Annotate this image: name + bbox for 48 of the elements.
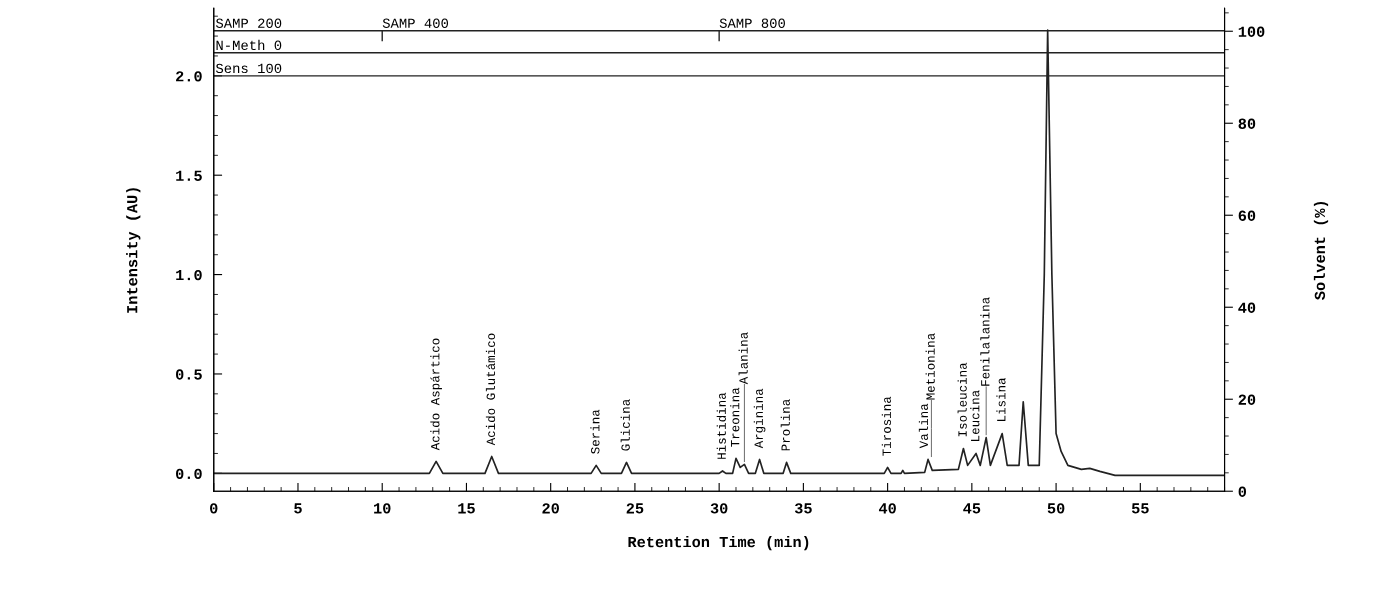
x-tick-label: 5 bbox=[294, 503, 302, 514]
annotation: Isoleucina bbox=[957, 362, 967, 437]
x-tick-label: 20 bbox=[542, 503, 559, 514]
annotation: Acido Glutámico bbox=[485, 333, 496, 446]
annotation: Valina bbox=[918, 403, 929, 449]
x-tick-label: 50 bbox=[1047, 503, 1065, 514]
y2-tick-label: 40 bbox=[1238, 302, 1256, 313]
annotation: Arginina bbox=[753, 388, 766, 449]
x-tick-label: 45 bbox=[963, 503, 981, 514]
y-tick-label: 0.0 bbox=[176, 468, 202, 480]
annotation: Fenilalanina bbox=[980, 297, 990, 386]
annotation: Leucina bbox=[970, 390, 980, 441]
annotation: Tirosina bbox=[881, 396, 891, 456]
annotation: SAMP 400 bbox=[382, 18, 449, 28]
ref-line-label: SAMP 200 bbox=[215, 18, 282, 28]
x-tick-label: 55 bbox=[1131, 503, 1149, 514]
y-tick-label: 0.5 bbox=[176, 369, 202, 380]
y-tick-label: 1.5 bbox=[176, 170, 202, 181]
x-tick-label: 40 bbox=[878, 503, 896, 514]
y2-tick-label: 60 bbox=[1238, 210, 1256, 221]
annotation: Acido Aspártico bbox=[430, 338, 442, 451]
ref-line-label: N-Meth 0 bbox=[216, 39, 282, 51]
x-tick-label: 15 bbox=[458, 503, 475, 514]
x-tick-label: 35 bbox=[794, 503, 812, 514]
annotation: Glicina bbox=[620, 399, 630, 451]
annotation: Histidina bbox=[716, 392, 726, 459]
line-series bbox=[213, 29, 1225, 477]
annotation: Alanina bbox=[738, 332, 748, 385]
x-tick-label: 30 bbox=[710, 503, 728, 514]
y-axis-title: Intensity (AU) bbox=[126, 188, 141, 313]
annotation: Lisina bbox=[996, 377, 1006, 422]
annotation: Metionina bbox=[925, 333, 935, 400]
x-axis-title: Retention Time (min) bbox=[628, 536, 809, 551]
y2-tick-label: 80 bbox=[1238, 118, 1256, 129]
y-tick-label: 1.0 bbox=[176, 269, 202, 281]
y2-tick-label: 100 bbox=[1238, 26, 1265, 37]
x-tick-label: 0 bbox=[210, 503, 218, 514]
x-tick-label: 25 bbox=[626, 503, 644, 514]
y2-axis-title: Solvent (%) bbox=[1313, 201, 1329, 300]
annotation: SAMP 800 bbox=[719, 18, 785, 28]
y2-tick-label: 20 bbox=[1238, 394, 1256, 405]
annotation: Serina bbox=[590, 409, 600, 454]
y2-tick-label: 0 bbox=[1238, 486, 1247, 497]
ref-line-label: Sens 100 bbox=[215, 63, 282, 74]
x-tick-label: 10 bbox=[374, 503, 391, 514]
annotation: Treonina bbox=[730, 387, 740, 447]
y-tick-label: 2.0 bbox=[176, 71, 202, 82]
annotation: Prolina bbox=[780, 399, 790, 451]
